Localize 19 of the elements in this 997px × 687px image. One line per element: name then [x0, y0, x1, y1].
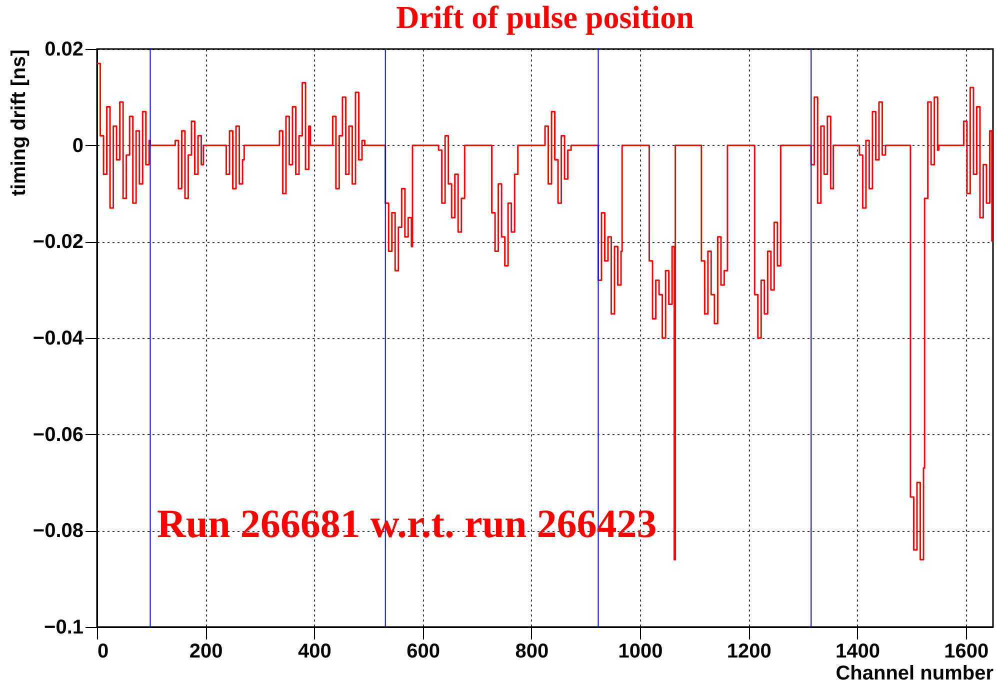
x-tick-label: 0: [98, 640, 109, 662]
x-tick-label: 200: [189, 640, 223, 662]
y-tick-label: −0.06: [32, 424, 84, 446]
y-tick-label: −0.02: [32, 231, 84, 254]
chart-title: Drift of pulse position: [396, 0, 694, 35]
x-tick-label: 1600: [944, 640, 989, 662]
x-axis-title: Channel number: [836, 662, 994, 684]
x-tick-label: 400: [298, 640, 332, 662]
x-tick-label: 600: [406, 640, 440, 662]
y-tick-label: −0.08: [32, 520, 84, 542]
y-tick-label: 0.02: [44, 38, 84, 60]
y-tick-label: 0: [72, 134, 84, 157]
x-tick-label: 1400: [835, 640, 880, 662]
y-tick-label: −0.04: [32, 328, 84, 350]
x-tick-label: 1200: [726, 640, 772, 662]
x-tick-label: 800: [515, 640, 549, 662]
y-axis-title: timing drift [ns]: [8, 50, 30, 196]
x-tick-label: 1000: [618, 640, 663, 662]
y-tick-label: −0.1: [44, 616, 84, 638]
